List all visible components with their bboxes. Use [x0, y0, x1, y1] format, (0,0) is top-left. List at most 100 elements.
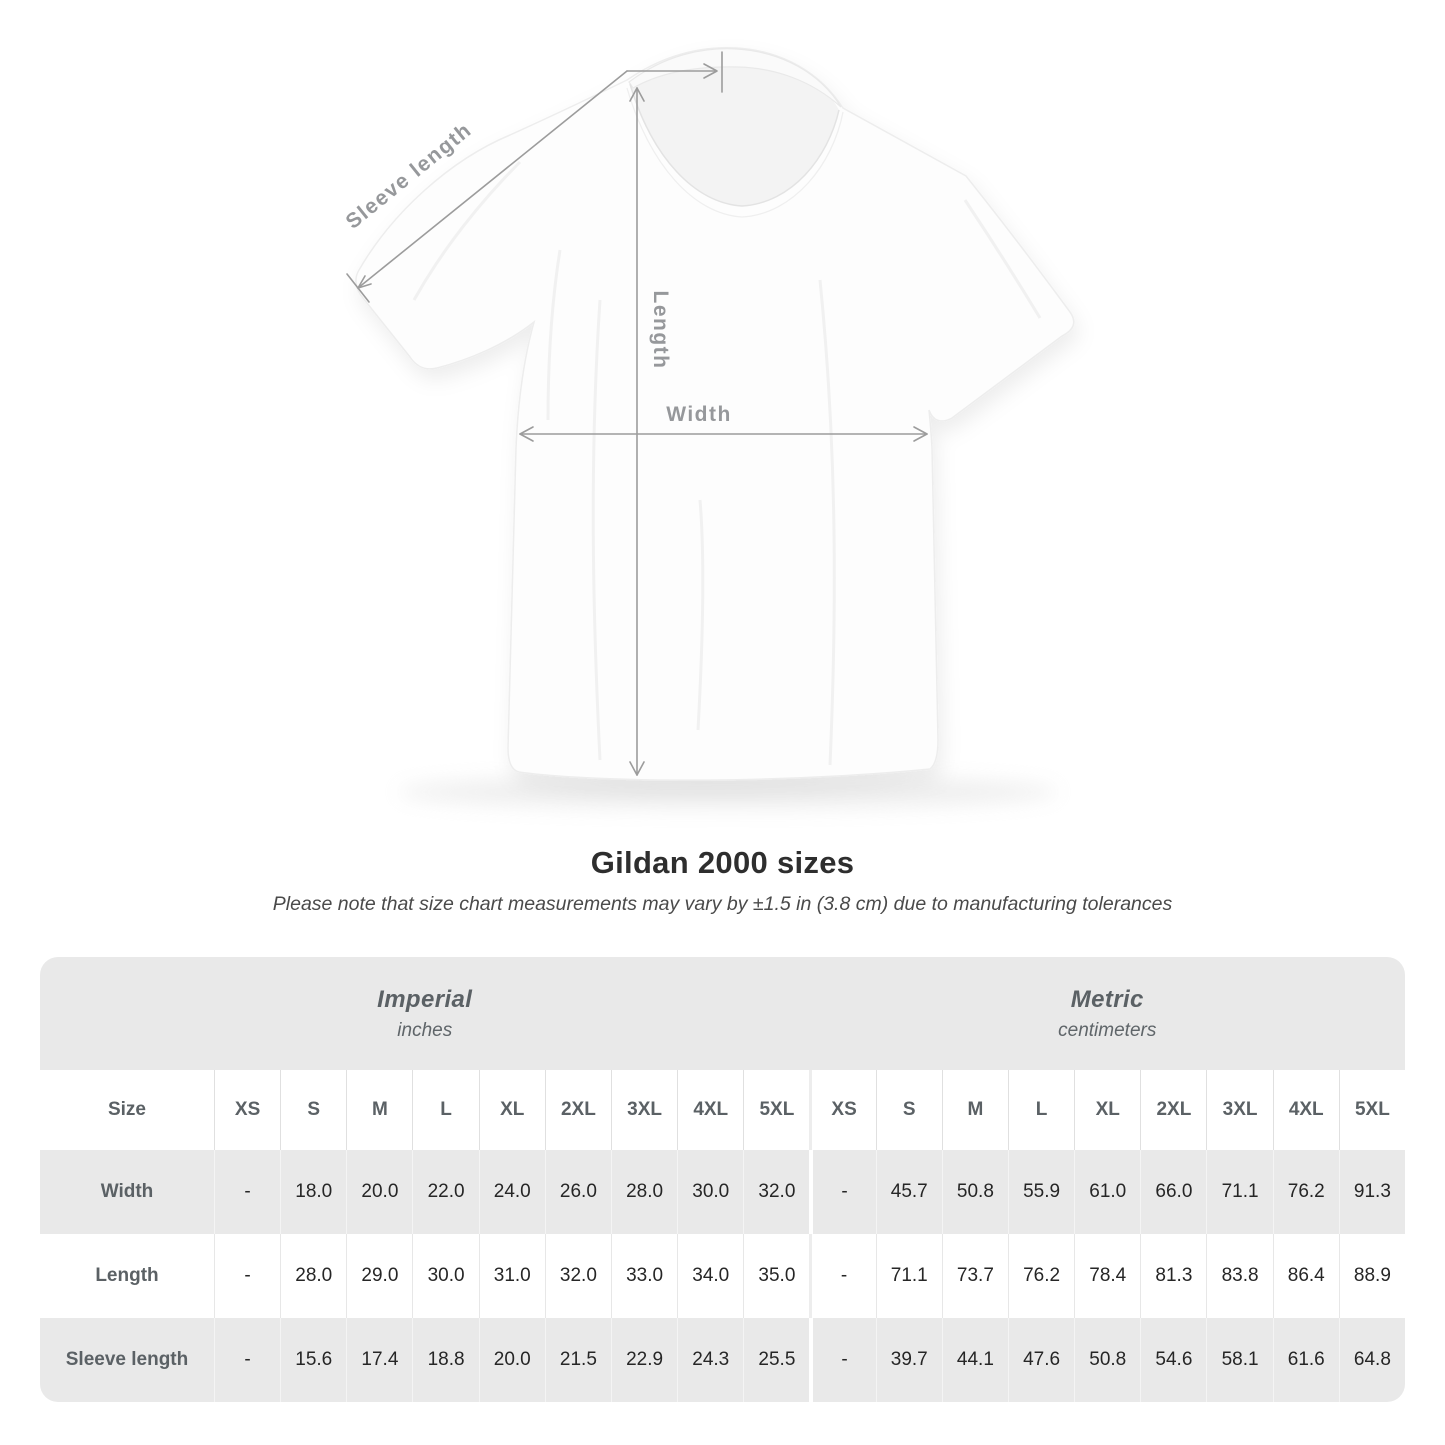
width-label: Width	[666, 403, 732, 426]
value-cell-imperial: 21.5	[544, 1318, 611, 1402]
row-label: Length	[95, 1265, 159, 1286]
imperial-size-col-2xl: 2XL	[544, 1070, 611, 1150]
measurement-lines	[346, 51, 928, 776]
value-cell-imperial: 33.0	[610, 1234, 677, 1318]
value-cell-metric: 61.6	[1272, 1318, 1339, 1402]
value-cell-metric: 83.8	[1206, 1234, 1272, 1318]
tshirt-measurement-diagram: Sleeve length Length Width	[341, 46, 1075, 808]
value-cell-metric: 66.0	[1140, 1150, 1206, 1234]
imperial-size-col-m: M	[346, 1070, 412, 1150]
value-cell-imperial: 20.0	[478, 1318, 545, 1402]
imperial-size-col-l: L	[412, 1070, 478, 1150]
size-header-row: Size XS S M L XL 2XL 3XL 4XL 5XL XS S M L XL 2XL 3XL 4XL…	[40, 1070, 1405, 1150]
metric-size-col-xs: XS	[809, 1070, 875, 1150]
value-cell-imperial: 17.4	[346, 1318, 412, 1402]
length-label: Length	[649, 291, 672, 370]
value-cell-metric: 58.1	[1206, 1318, 1272, 1402]
value-cell-metric: -	[809, 1234, 875, 1318]
value-cell-imperial: 34.0	[677, 1234, 743, 1318]
value-cell-imperial: 24.0	[478, 1150, 545, 1234]
value-cell-imperial: 31.0	[478, 1234, 545, 1318]
table-row-width: Width -18.0 20.0 22.0 24.0 26.0 28.0 30.0 32.0-4…	[40, 1150, 1405, 1234]
imperial-header: Imperial inches	[40, 957, 810, 1070]
value-cell-imperial: 35.0	[743, 1234, 809, 1318]
value-cell-imperial: 28.0	[610, 1150, 677, 1234]
width-arrow-left-icon	[519, 426, 534, 442]
value-cell-metric: 78.4	[1074, 1234, 1140, 1318]
value-cell-metric: 50.8	[941, 1150, 1008, 1234]
value-cell-metric: 91.3	[1338, 1150, 1405, 1234]
sleeve-length-arrow-icon	[357, 275, 372, 289]
size-chart-table: Imperial inches Metric centimeters Size …	[40, 957, 1405, 1402]
value-cell-metric: 47.6	[1007, 1318, 1074, 1402]
value-cell-metric: 73.7	[941, 1234, 1008, 1318]
value-cell-imperial: 15.6	[280, 1318, 346, 1402]
value-cell-metric: 81.3	[1140, 1234, 1206, 1318]
value-cell-imperial: 29.0	[346, 1234, 412, 1318]
imperial-size-col-s: S	[280, 1070, 346, 1150]
value-cell-metric: 76.2	[1007, 1234, 1074, 1318]
metric-unit: centimeters	[1058, 1019, 1157, 1041]
metric-size-col-2xl: 2XL	[1140, 1070, 1206, 1150]
value-cell-metric: 64.8	[1338, 1318, 1405, 1402]
value-cell-metric: 88.9	[1338, 1234, 1405, 1318]
value-cell-metric: 71.1	[875, 1234, 942, 1318]
value-cell-imperial: 26.0	[544, 1150, 611, 1234]
value-cell-imperial: 32.0	[743, 1150, 809, 1234]
value-cell-metric: 71.1	[1206, 1150, 1272, 1234]
metric-size-col-s: S	[875, 1070, 942, 1150]
value-cell-imperial: 22.0	[412, 1150, 478, 1234]
sleeve-length-line	[357, 70, 628, 289]
imperial-unit: inches	[397, 1019, 453, 1041]
value-cell-imperial: 22.9	[610, 1318, 677, 1402]
metric-header: Metric centimeters	[810, 957, 1406, 1070]
value-cell-imperial: 18.0	[280, 1150, 346, 1234]
size-column-header: Size	[107, 1099, 147, 1120]
value-cell-imperial: 20.0	[346, 1150, 412, 1234]
tshirt-shadow	[398, 776, 1058, 808]
metric-size-col-l: L	[1007, 1070, 1074, 1150]
value-cell-metric: 61.0	[1074, 1150, 1140, 1234]
value-cell-metric: 45.7	[875, 1150, 942, 1234]
metric-name: Metric	[1070, 985, 1144, 1013]
value-cell-imperial: -	[214, 1318, 280, 1402]
shoulder-arrow-icon	[703, 63, 718, 79]
value-cell-metric: 50.8	[1074, 1318, 1140, 1402]
tshirt-image	[355, 46, 1075, 781]
width-arrow-right-icon	[913, 426, 928, 442]
value-cell-metric: 55.9	[1007, 1150, 1074, 1234]
imperial-size-col-5xl: 5XL	[743, 1070, 809, 1150]
value-cell-imperial: -	[214, 1150, 280, 1234]
unit-system-header-row: Imperial inches Metric centimeters	[40, 957, 1405, 1070]
value-cell-imperial: 30.0	[412, 1234, 478, 1318]
imperial-size-col-4xl: 4XL	[677, 1070, 743, 1150]
metric-size-col-3xl: 3XL	[1206, 1070, 1272, 1150]
value-cell-metric: 39.7	[875, 1318, 942, 1402]
title-block: Gildan 2000 sizes Please note that size …	[0, 845, 1445, 916]
value-cell-imperial: 25.5	[743, 1318, 809, 1402]
metric-size-col-m: M	[941, 1070, 1008, 1150]
imperial-size-col-3xl: 3XL	[610, 1070, 677, 1150]
value-cell-metric: -	[809, 1318, 875, 1402]
row-label: Width	[100, 1181, 154, 1202]
imperial-name: Imperial	[377, 985, 473, 1013]
page-title: Gildan 2000 sizes	[590, 845, 855, 880]
value-cell-metric: 86.4	[1272, 1234, 1339, 1318]
value-cell-imperial: 18.8	[412, 1318, 478, 1402]
sleeve-length-tick	[346, 273, 370, 303]
length-arrow-top-icon	[629, 87, 645, 102]
table-row-sleeve-length: Sleeve length -15.6 17.4 18.8 20.0 21.5 22.9 24…	[40, 1318, 1405, 1402]
imperial-size-col-xl: XL	[478, 1070, 545, 1150]
table-row-length: Length -28.0 29.0 30.0 31.0 32.0 33.0 34.0 35.0-…	[40, 1234, 1405, 1318]
value-cell-imperial: 24.3	[677, 1318, 743, 1402]
table-body: Width -18.0 20.0 22.0 24.0 26.0 28.0 30.0 32.0-4…	[40, 1150, 1405, 1402]
value-cell-imperial: 30.0	[677, 1150, 743, 1234]
metric-size-col-5xl: 5XL	[1338, 1070, 1405, 1150]
value-cell-imperial: 28.0	[280, 1234, 346, 1318]
length-arrow-bottom-icon	[629, 761, 645, 776]
value-cell-metric: 54.6	[1140, 1318, 1206, 1402]
value-cell-imperial: -	[214, 1234, 280, 1318]
metric-size-col-4xl: 4XL	[1272, 1070, 1339, 1150]
value-cell-metric: 76.2	[1272, 1150, 1339, 1234]
page-subtitle: Please note that size chart measurements…	[272, 893, 1173, 915]
